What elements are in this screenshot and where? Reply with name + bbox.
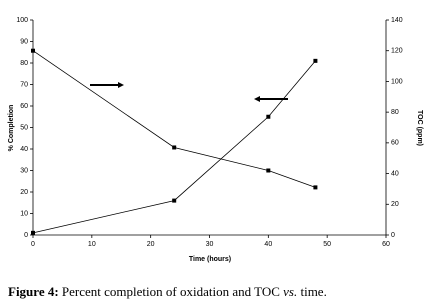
y2-tick-label: 20 <box>391 201 399 208</box>
y-tick-label: 90 <box>20 38 28 45</box>
y-tick-label: 20 <box>20 189 28 196</box>
x-tick-label: 0 <box>31 241 35 248</box>
x-tick-label: 30 <box>206 241 214 248</box>
point <box>266 168 271 173</box>
chart: Time (hours) % Completion TOC (ppm) 0 10 2… <box>8 17 423 263</box>
y-tick-label: 40 <box>20 146 28 153</box>
point <box>313 185 318 190</box>
y2-tick-label: 140 <box>391 17 403 24</box>
y-tick-label: 60 <box>20 103 28 110</box>
y-tick-label: 70 <box>20 81 28 88</box>
y2-tick-label: 120 <box>391 48 403 55</box>
series-line <box>32 50 316 188</box>
x-tick-label: 40 <box>264 241 272 248</box>
caption-label: Figure 4: <box>8 284 59 299</box>
y-tick-label: 80 <box>20 60 28 67</box>
point <box>313 58 318 63</box>
y2-tick-label: 0 <box>391 232 395 239</box>
y-tick-label: 30 <box>20 167 28 174</box>
caption: Figure 4: Percent completion of oxidatio… <box>8 284 327 300</box>
y-tick-label: 50 <box>20 124 28 131</box>
annotation-arrow <box>90 82 124 88</box>
x-tick-label: 20 <box>147 241 155 248</box>
y-tick-label: 100 <box>16 17 28 24</box>
y2-tick-label: 40 <box>391 170 399 177</box>
x-tick-label: 10 <box>88 241 96 248</box>
point <box>172 198 177 203</box>
point <box>31 230 35 235</box>
caption-italic: vs. <box>283 284 298 299</box>
point <box>266 114 271 119</box>
y2-axis-title: TOC (ppm) <box>416 110 423 146</box>
caption-end: time. <box>300 284 327 299</box>
point <box>31 48 35 53</box>
y2-tick-label: 100 <box>391 78 403 85</box>
y-tick-label: 0 <box>24 232 28 239</box>
y2-tick-label: 60 <box>391 140 399 147</box>
caption-text: Percent completion of oxidation and TOC <box>61 284 280 299</box>
x-tick-label: 50 <box>323 241 331 248</box>
y2-tick-label: 80 <box>391 109 399 116</box>
point <box>172 145 177 150</box>
y-axis-title: % Completion <box>8 105 15 152</box>
y-tick-label: 10 <box>20 210 28 217</box>
x-axis-title: Time (hours) <box>189 256 231 263</box>
x-tick-label: 60 <box>382 241 390 248</box>
